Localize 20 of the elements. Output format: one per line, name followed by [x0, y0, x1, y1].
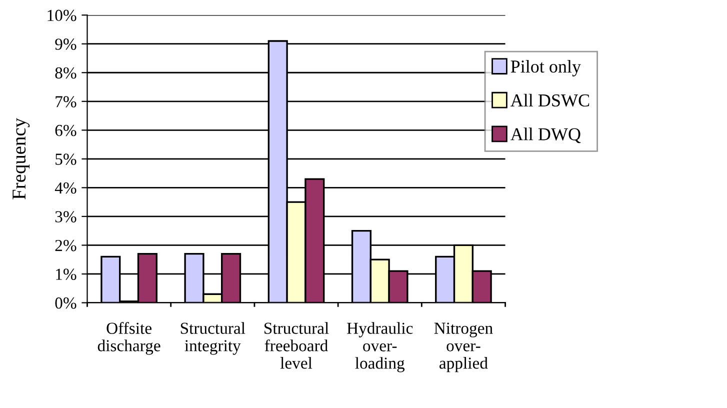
y-tick-label: 10%	[48, 10, 76, 22]
y-tick-label: 1%	[56, 268, 76, 280]
legend-label: Pilot only	[510, 60, 581, 76]
legend-label: All DWQ	[510, 128, 581, 144]
x-tick-label: Structural integrity	[180, 322, 246, 355]
y-axis-title: Frequency	[12, 118, 30, 200]
y-tick-label: 6%	[55, 124, 76, 136]
y-tick-label: 4%	[54, 182, 76, 194]
y-tick-label: 8%	[55, 67, 76, 79]
x-tick-label: Nitrogen over- applied	[434, 322, 493, 372]
y-tick-label: 9%	[55, 38, 76, 50]
y-tick-label: 5%	[56, 154, 76, 165]
legend-label: All DSWC	[510, 94, 590, 107]
y-tick-label: 7%	[56, 96, 76, 108]
x-tick-label: Structural freeboard level	[264, 322, 329, 369]
x-tick-label: Hydraulic over- loading	[347, 322, 413, 372]
x-tick-label: Offsite discharge	[98, 322, 160, 355]
y-tick-label: 2%	[55, 240, 76, 252]
y-tick-label: 3%	[55, 211, 76, 222]
y-tick-label: 0%	[55, 297, 76, 309]
